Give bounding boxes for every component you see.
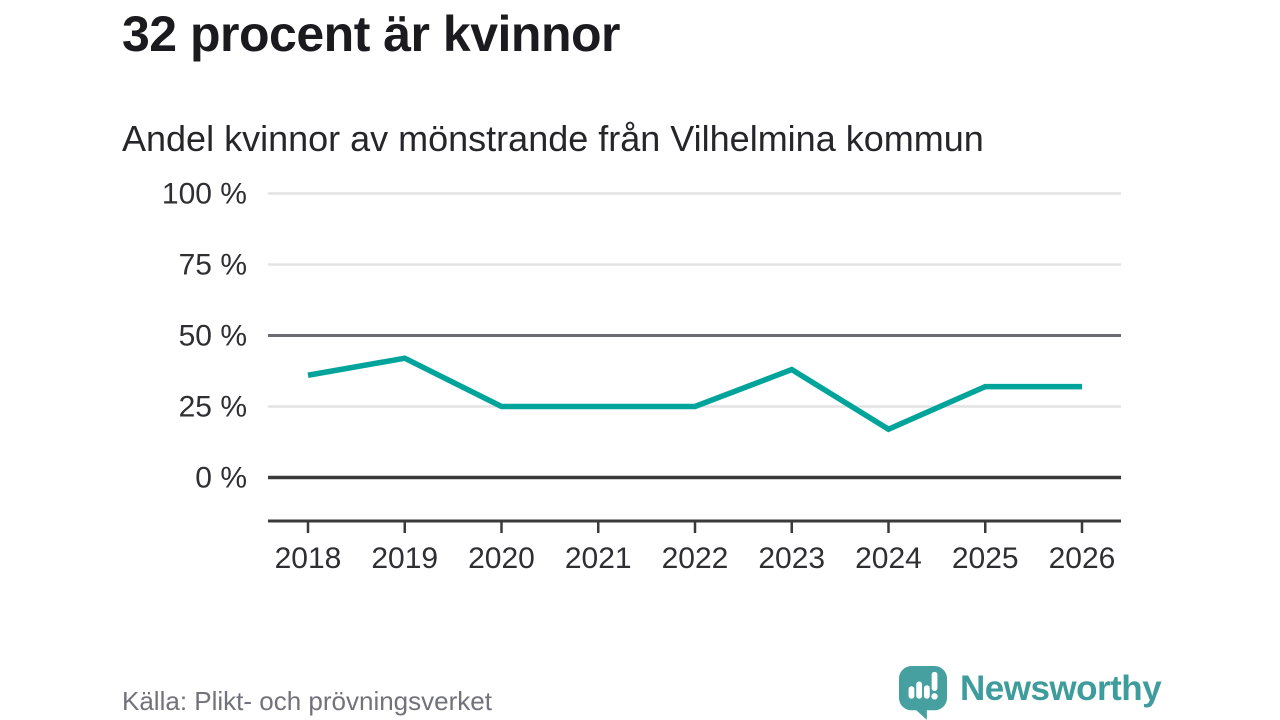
data-line (307, 355, 1082, 433)
exclamation-dot (931, 693, 938, 700)
y-axis-label: 50 % (179, 320, 247, 353)
bar-small (908, 686, 915, 699)
x-axis-label: 2023 (758, 542, 825, 575)
y-axis-label: 0 % (195, 462, 247, 495)
x-axis-label: 2020 (468, 542, 535, 575)
y-axis-label: 25 % (179, 391, 247, 424)
x-axis-label: 2018 (275, 542, 342, 575)
x-axis-label: 2026 (1049, 542, 1116, 575)
bar-chart-speech-bubble-icon (898, 666, 948, 720)
source-caption: Källa: Plikt- och prövningsverket (122, 686, 492, 716)
newsworthy-logo-text: Newsworthy (960, 668, 1162, 708)
newsworthy-logo: Newsworthy (898, 665, 1162, 720)
x-axis-label: 2019 (371, 542, 438, 575)
y-axis-label: 100 % (162, 178, 247, 211)
x-axis-label: 2022 (662, 542, 729, 575)
speech-bubble-shape (898, 666, 948, 720)
chart-subtitle: Andel kvinnor av mönstrande från Vilhelm… (122, 118, 984, 159)
x-axis-label: 2025 (952, 542, 1019, 575)
x-axis-label: 2024 (855, 542, 922, 575)
bar-medium (923, 685, 930, 699)
y-axis-label: 75 % (179, 249, 247, 282)
x-axis-label: 2021 (565, 542, 632, 575)
chart-title: 32 procent är kvinnor (122, 6, 621, 62)
exclamation-bar (931, 671, 938, 692)
bar-tall (916, 681, 923, 699)
